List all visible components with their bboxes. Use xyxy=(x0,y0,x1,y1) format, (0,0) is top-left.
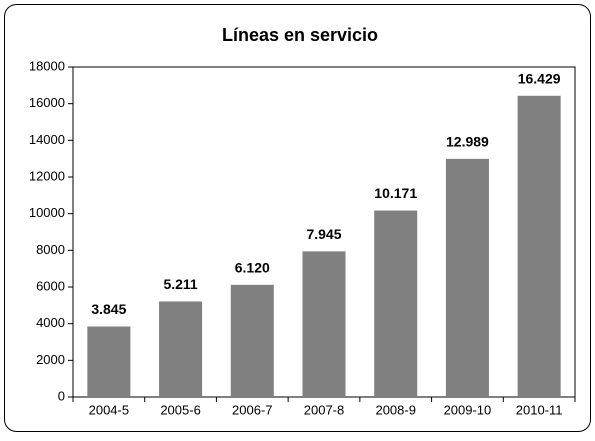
bar xyxy=(87,326,131,397)
x-tick-label: 2007-8 xyxy=(304,402,344,417)
value-label: 6.120 xyxy=(235,260,270,276)
value-label: 16.429 xyxy=(518,71,561,87)
y-tick-label: 0 xyxy=(58,388,65,403)
value-label: 12.989 xyxy=(446,134,489,150)
x-tick-label: 2004-5 xyxy=(89,402,129,417)
value-label: 10.171 xyxy=(374,185,417,201)
value-label: 3.845 xyxy=(91,301,126,317)
chart-border xyxy=(4,4,591,432)
y-tick-label: 6000 xyxy=(36,278,65,293)
x-tick-label: 2010-11 xyxy=(516,402,563,417)
bar xyxy=(230,284,274,397)
value-label: 7.945 xyxy=(306,226,341,242)
bar xyxy=(159,301,203,397)
y-tick-label: 18000 xyxy=(29,58,65,73)
y-tick-label: 14000 xyxy=(29,132,65,147)
value-label: 5.211 xyxy=(163,276,197,292)
y-tick-label: 2000 xyxy=(36,352,65,367)
bar xyxy=(445,158,489,397)
y-tick-label: 8000 xyxy=(36,242,65,257)
y-tick-label: 16000 xyxy=(29,95,65,110)
x-tick-label: 2006-7 xyxy=(232,402,272,417)
x-tick-label: 2005-6 xyxy=(160,402,200,417)
y-tick-label: 10000 xyxy=(29,205,65,220)
x-tick-label: 2008-9 xyxy=(375,402,415,417)
chart-title: Líneas en servicio xyxy=(222,25,378,45)
y-tick-label: 4000 xyxy=(36,315,65,330)
x-tick-label: 2009-10 xyxy=(444,402,492,417)
y-tick-label: 12000 xyxy=(29,168,65,183)
bar xyxy=(374,210,418,397)
bar xyxy=(302,251,346,397)
bar xyxy=(517,95,561,397)
